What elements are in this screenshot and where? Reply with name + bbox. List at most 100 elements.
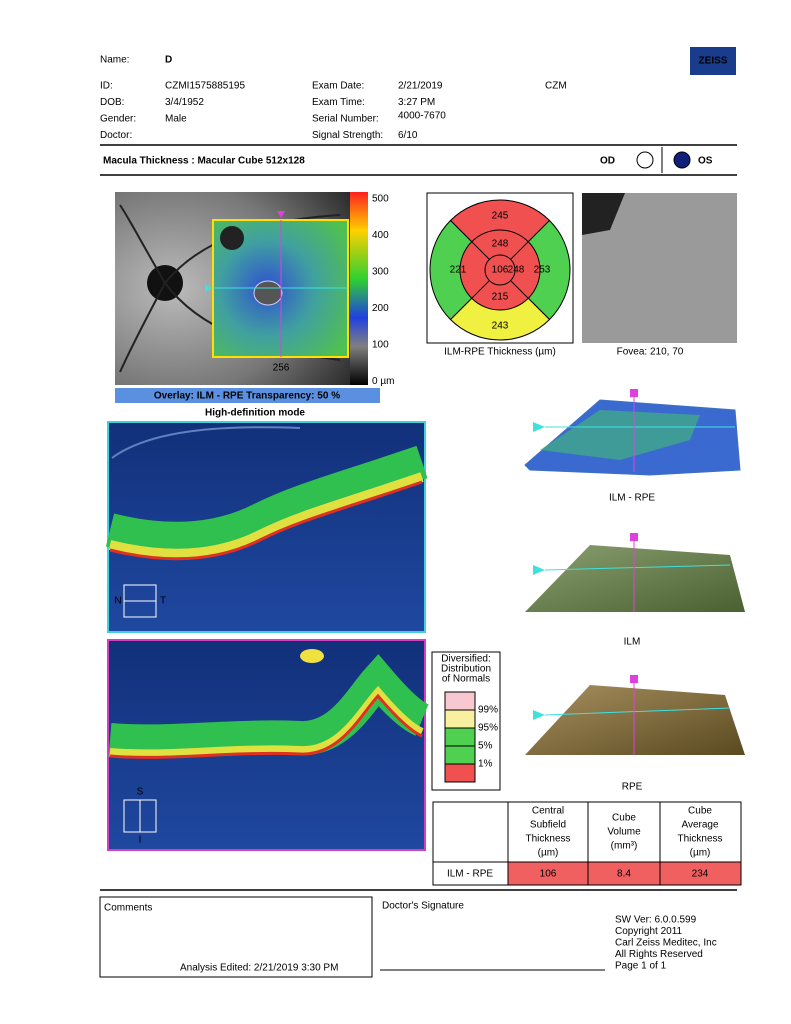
marker — [630, 389, 638, 397]
field-label: Name: — [100, 55, 129, 66]
software-info: Carl Zeiss Meditec, Inc — [615, 938, 717, 949]
field-label: Doctor: — [100, 130, 132, 141]
surface-label: ILM - RPE — [609, 493, 655, 504]
hyaloid — [111, 426, 301, 459]
orientation-label: T — [160, 596, 166, 607]
signature-label: Doctor's Signature — [382, 901, 464, 912]
table-value: 8.4 — [617, 869, 631, 880]
table-header: (mm³) — [611, 841, 638, 852]
field-label: Exam Time: — [312, 97, 365, 108]
logo-text: ZEISS — [699, 56, 728, 67]
field-value: Male — [165, 114, 187, 125]
retina-band — [108, 654, 430, 759]
legend-level: 1% — [478, 759, 493, 770]
sector-value: 248 — [492, 239, 509, 250]
marker — [205, 284, 212, 292]
retina-band — [109, 685, 424, 758]
field-value: 4000-7670 — [398, 111, 446, 122]
etdrs-grid — [429, 199, 571, 341]
legend-swatch — [444, 727, 476, 747]
scale-label: 0 µm — [372, 376, 394, 387]
scale-label: 100 — [372, 340, 389, 351]
eye-label: OD — [600, 156, 615, 167]
surface-ilm — [525, 545, 745, 612]
surface-detail — [540, 410, 700, 460]
table-header: Subfield — [530, 820, 566, 831]
retina-band — [109, 480, 423, 561]
retina-band — [105, 445, 428, 556]
table-header: Average — [681, 820, 719, 831]
row-label: ILM - RPE — [447, 869, 493, 880]
legend-title: of Normals — [442, 674, 490, 685]
table-header: Thickness — [525, 834, 570, 845]
sector-value: 106 — [492, 265, 509, 276]
sector-value: 245 — [492, 211, 509, 222]
scan-line — [544, 564, 731, 571]
software-info: Copyright 2011 — [615, 926, 683, 937]
table-header: Cube — [688, 806, 712, 817]
orientation-label: S — [137, 787, 144, 798]
color-scale — [350, 192, 368, 385]
scale-label: 300 — [372, 267, 389, 278]
table-header: Central — [532, 806, 564, 817]
retina-band — [109, 693, 423, 759]
field-value: 3/4/1952 — [165, 97, 204, 108]
legend-level: 5% — [478, 741, 493, 752]
scale-label: 500 — [372, 194, 389, 205]
artifact — [300, 649, 324, 663]
table-cell — [659, 861, 742, 886]
od-radio — [636, 151, 654, 169]
surface-label: RPE — [622, 782, 643, 793]
legend-swatch — [444, 691, 476, 711]
sector-value: 215 — [492, 292, 509, 303]
retina-band — [108, 472, 424, 559]
field-label: Gender: — [100, 114, 136, 125]
scale-label: 400 — [372, 230, 389, 241]
legend-swatch — [444, 745, 476, 765]
overlay-caption: Overlay: ILM - RPE Transparency: 50 % — [154, 391, 340, 402]
software-info: All Rights Reserved — [615, 949, 703, 960]
software-info: Page 1 of 1 — [615, 961, 667, 972]
table-value: 106 — [540, 869, 557, 880]
sector-value: 243 — [492, 321, 509, 332]
table-header: (µm) — [538, 848, 559, 859]
report-title: Macula Thickness : Macular Cube 512x128 — [103, 156, 305, 167]
field-label: Signal Strength: — [312, 130, 383, 141]
surface-lines — [533, 389, 735, 755]
table-header: Cube — [612, 813, 636, 824]
field-value: D — [165, 55, 172, 66]
table-header: Volume — [607, 827, 641, 838]
eye-label: OS — [698, 156, 713, 167]
legend-level: 99% — [478, 705, 498, 716]
surface-label: ILM — [624, 637, 641, 648]
map-caption: ILM-RPE Thickness (µm) — [444, 347, 556, 358]
legend-title: Diversified: — [441, 654, 490, 665]
field-value: 6/10 — [398, 130, 418, 141]
marker — [630, 675, 638, 683]
os-radio — [673, 151, 691, 169]
legend-swatch — [444, 709, 476, 729]
legend-swatch — [444, 763, 476, 783]
table-header: Thickness — [677, 834, 722, 845]
position-label: 256 — [273, 363, 290, 374]
fovea-dark — [582, 193, 625, 235]
field-value: 2/21/2019 — [398, 81, 443, 92]
field-label: Exam Date: — [312, 81, 364, 92]
legend-level: 95% — [478, 723, 498, 734]
marker — [630, 533, 638, 541]
fovea-caption: Fovea: 210, 70 — [617, 347, 684, 358]
marker — [533, 710, 545, 720]
software-info: SW Ver: 6.0.0.599 — [615, 915, 697, 926]
surface-rpe — [525, 685, 745, 755]
analysis-edited: Analysis Edited: 2/21/2019 3:30 PM — [180, 963, 338, 974]
comments-box — [99, 896, 373, 978]
orientation-label: I — [139, 835, 142, 846]
comments-label: Comments — [104, 903, 152, 914]
marker — [533, 565, 545, 575]
table-header: (µm) — [690, 848, 711, 859]
sector-value: 253 — [534, 265, 551, 276]
scale-label: 200 — [372, 303, 389, 314]
field-label: DOB: — [100, 97, 124, 108]
field-label: ID: — [100, 81, 113, 92]
